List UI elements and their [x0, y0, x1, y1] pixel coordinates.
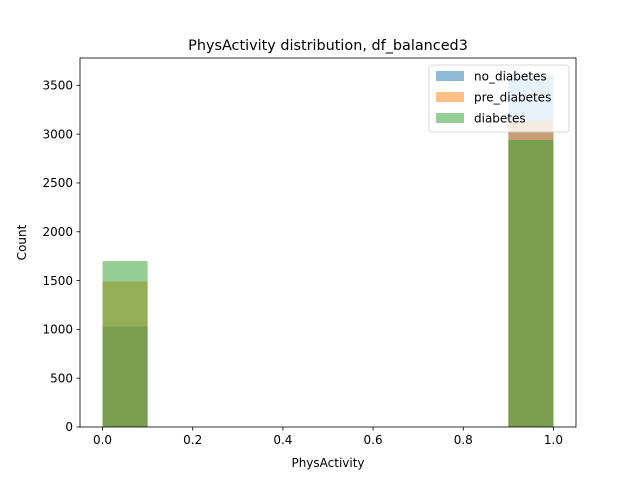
y-tick-label: 1000: [42, 323, 73, 337]
x-tick-label: 0.8: [454, 433, 473, 447]
bar-diabetes-0: [102, 261, 148, 427]
y-tick-label: 3000: [42, 127, 73, 141]
y-tick-label: 2000: [42, 225, 73, 239]
legend-swatch-pre_diabetes: [436, 92, 464, 102]
x-axis-ticks: 0.0 0.2 0.4 0.6 0.8 1.0: [93, 427, 563, 447]
y-tick-label: 500: [50, 371, 73, 385]
x-tick-label: 0.6: [364, 433, 383, 447]
legend-label-no_diabetes: no_diabetes: [474, 69, 547, 83]
x-tick-label: 0.0: [93, 433, 112, 447]
x-tick-label: 0.4: [273, 433, 292, 447]
x-tick-label: 1.0: [544, 433, 563, 447]
legend-swatch-no_diabetes: [436, 71, 464, 81]
chart-title: PhysActivity distribution, df_balanced3: [188, 38, 468, 54]
plot-frame: [79, 57, 577, 428]
legend: no_diabetes pre_diabetes diabetes: [428, 64, 570, 133]
y-tick-label: 0: [65, 420, 73, 434]
y-tick-label: 2500: [42, 176, 73, 190]
bar-diabetes-1: [508, 140, 554, 427]
y-axis-label: Count: [15, 224, 29, 260]
legend-swatch-diabetes: [436, 113, 464, 123]
legend-label-diabetes: diabetes: [474, 111, 526, 125]
y-tick-label: 1500: [42, 274, 73, 288]
bars-layer: [102, 75, 554, 428]
legend-label-pre_diabetes: pre_diabetes: [474, 90, 551, 104]
x-axis-label: PhysActivity: [291, 456, 364, 470]
x-tick-label: 0.2: [183, 433, 202, 447]
y-axis-ticks: 0 500 1000 1500 2000 2500 3000 3500: [42, 79, 80, 434]
y-tick-label: 3500: [42, 79, 73, 93]
